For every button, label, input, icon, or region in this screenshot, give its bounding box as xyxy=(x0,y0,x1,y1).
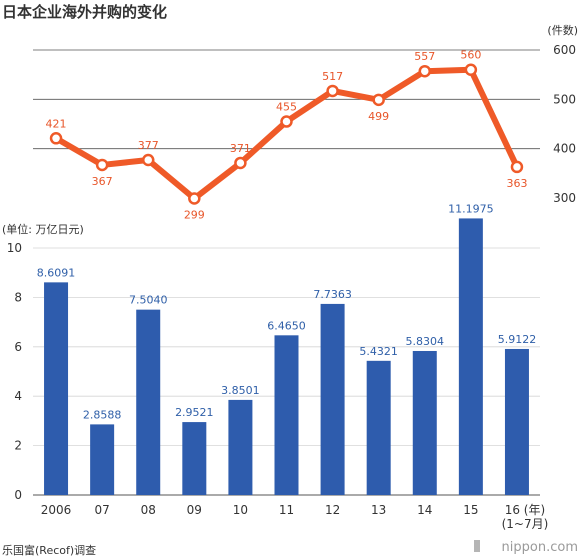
x-tick-note: (1~7月) xyxy=(502,517,549,531)
line-point-07 xyxy=(95,158,109,172)
brand-text: nippon.com xyxy=(502,540,578,555)
line-value-label: 421 xyxy=(46,117,67,130)
bar-y-tick-label: 6 xyxy=(14,340,22,354)
bar-series: 8.6091 2.8588 7.5040 2.9521 3.8501 6.4650 7.73… xyxy=(37,202,536,495)
x-axis-ticks: 2006 07 08 09 10 11 12 13 14 15 16 (年)(1~7月) xyxy=(41,503,549,531)
bar-value-label: 5.4321 xyxy=(359,345,398,358)
x-tick-label: 15 xyxy=(463,503,478,517)
bar-value-label: 8.6091 xyxy=(37,266,76,279)
line-y-tick-label: 300 xyxy=(553,191,576,205)
line-point-16 xyxy=(510,160,524,174)
bar-value-label: 2.8588 xyxy=(83,408,122,421)
line-value-label: 377 xyxy=(138,139,159,152)
bar-value-label: 7.5040 xyxy=(129,294,168,307)
bar-value-label: 7.7363 xyxy=(313,288,352,301)
bar-value-label: 5.9122 xyxy=(498,333,537,346)
bar-12 xyxy=(320,303,345,495)
x-tick-label: 11 xyxy=(279,503,294,517)
line-value-label: 517 xyxy=(322,70,343,83)
bar-14 xyxy=(412,350,437,495)
bar-value-label: 11.1975 xyxy=(448,202,494,215)
bar-11 xyxy=(274,335,299,495)
line-point-12 xyxy=(326,84,339,98)
bar-axis-unit: (单位: 万亿日元) xyxy=(2,222,84,236)
line-point-09 xyxy=(188,192,201,205)
line-point-13 xyxy=(372,93,385,107)
line-value-label: 499 xyxy=(368,110,389,123)
x-tick-label: 16 (年) xyxy=(505,503,545,517)
brand-mark-icon xyxy=(474,540,480,552)
line-value-label: 455 xyxy=(276,101,297,114)
line-point-14 xyxy=(418,64,432,78)
line-grid: 300 400 500 600 xyxy=(33,43,576,205)
bar-y-tick-label: 2 xyxy=(14,439,22,453)
x-tick-label: 14 xyxy=(417,503,432,517)
bar-15 xyxy=(458,218,483,495)
bar-07 xyxy=(90,424,115,495)
chart-title: 日本企业海外并购的变化 xyxy=(2,3,167,21)
x-tick-label: 12 xyxy=(325,503,340,517)
bar-value-label: 3.8501 xyxy=(221,384,260,397)
line-value-label: 560 xyxy=(460,49,481,62)
bar-09 xyxy=(182,422,207,495)
bar-value-label: 2.9521 xyxy=(175,406,214,419)
line-series: 421 367 377 299 371 455 517 499 557 560 363 xyxy=(46,49,528,222)
x-tick-label: 09 xyxy=(187,503,202,517)
bar-13 xyxy=(366,360,391,495)
line-value-label: 371 xyxy=(230,142,251,155)
line-value-label: 557 xyxy=(414,50,435,63)
source-note: 乐国富(Recof)调查 xyxy=(2,543,96,557)
line-point-11 xyxy=(280,115,293,128)
line-point-08 xyxy=(141,153,155,167)
bar-10 xyxy=(228,399,253,495)
bar-y-tick-label: 4 xyxy=(14,389,22,403)
line-point-15 xyxy=(464,63,478,76)
brand-logo: nippon.com xyxy=(474,540,578,555)
line-point-2006 xyxy=(49,132,63,145)
x-tick-label: 07 xyxy=(94,503,109,517)
line-value-label: 299 xyxy=(184,208,205,221)
bar-16 xyxy=(504,348,529,495)
line-value-label: 367 xyxy=(92,175,113,188)
bar-value-label: 5.8304 xyxy=(406,335,445,348)
line-point-10 xyxy=(234,156,247,170)
x-tick-label: 10 xyxy=(233,503,248,517)
x-tick-label: 08 xyxy=(141,503,156,517)
bar-y-tick-label: 10 xyxy=(7,241,22,255)
bar-y-tick-label: 0 xyxy=(14,488,22,502)
line-y-tick-label: 500 xyxy=(553,92,576,106)
bar-2006 xyxy=(44,282,69,495)
line-axis-unit: (件数) xyxy=(547,24,578,37)
bar-y-tick-label: 8 xyxy=(14,290,22,304)
x-tick-label: 2006 xyxy=(41,503,72,517)
line-path xyxy=(53,66,520,202)
bar-value-label: 6.4650 xyxy=(267,319,306,332)
bar-08 xyxy=(136,309,161,495)
line-y-tick-label: 600 xyxy=(553,43,576,57)
x-tick-label: 13 xyxy=(371,503,386,517)
line-y-tick-label: 400 xyxy=(553,142,576,156)
line-value-label: 363 xyxy=(506,177,527,190)
